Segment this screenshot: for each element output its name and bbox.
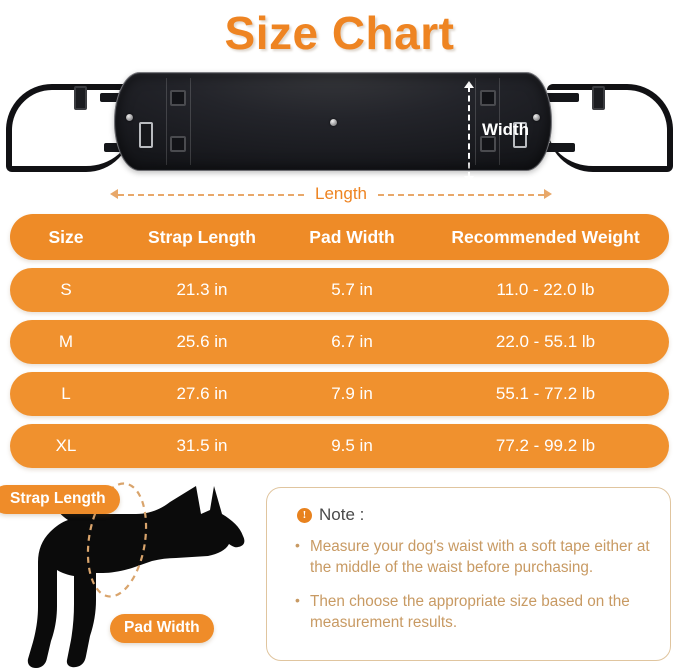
d-ring-icon	[480, 90, 496, 106]
size-table: Size Strap Length Pad Width Recommended …	[10, 214, 669, 476]
length-measure: Length	[0, 184, 679, 206]
cell-strap-length: 21.3 in	[176, 280, 228, 299]
strap-slider-left	[139, 122, 153, 148]
cell-weight: 55.1 - 77.2 lb	[495, 384, 596, 403]
width-measure-line	[468, 86, 470, 178]
note-header: ! Note :	[297, 505, 364, 525]
d-ring-icon	[170, 136, 186, 152]
column-header-strap-length: Strap Length	[148, 226, 256, 247]
cell-weight: 77.2 - 99.2 lb	[495, 436, 596, 455]
length-arrow-left-icon	[110, 189, 118, 199]
dashed-ellipse-measure-icon	[86, 482, 148, 598]
rivet-icon	[533, 114, 540, 121]
pad-seam	[499, 78, 500, 165]
note-title: Note :	[319, 505, 365, 524]
note-item: Measure your dog's waist with a soft tap…	[294, 535, 652, 578]
product-image: Width	[0, 62, 679, 183]
pill-pad-width: Pad Width	[110, 614, 214, 643]
column-header-recommended-weight: Recommended Weight	[451, 226, 640, 247]
length-measure-line	[378, 194, 544, 196]
d-ring-icon	[480, 136, 496, 152]
pill-strap-length: Strap Length	[0, 485, 120, 514]
strap-buckle-left	[74, 86, 87, 110]
cell-weight: 11.0 - 22.0 lb	[496, 280, 595, 299]
pad-seam	[190, 78, 191, 165]
cell-strap-length: 31.5 in	[176, 436, 228, 455]
width-arrow-up-icon	[464, 81, 474, 88]
cell-size: M	[58, 332, 74, 351]
cell-weight: 22.0 - 55.1 lb	[495, 332, 596, 351]
column-header-size: Size	[48, 226, 84, 247]
table-row: XL 31.5 in 9.5 in 77.2 - 99.2 lb	[10, 424, 669, 468]
cell-strap-length: 27.6 in	[176, 384, 228, 403]
length-arrow-right-icon	[544, 189, 552, 199]
strap-buckle-right	[592, 86, 605, 110]
dog-measure-diagram: Strap Length Pad Width	[0, 480, 258, 671]
strap-loop-left	[6, 84, 132, 172]
strap-slider-right	[513, 122, 527, 148]
strap-loop-right	[547, 84, 673, 172]
table-row: M 25.6 in 6.7 in 22.0 - 55.1 lb	[10, 320, 669, 364]
d-ring-icon	[170, 90, 186, 106]
exclamation-circle-icon: !	[297, 507, 312, 523]
rivet-icon	[126, 114, 133, 121]
table-header-row: Size Strap Length Pad Width Recommended …	[10, 214, 669, 260]
cell-strap-length: 25.6 in	[176, 332, 228, 351]
cell-pad-width: 9.5 in	[331, 436, 373, 455]
cell-pad-width: 7.9 in	[331, 384, 373, 403]
table-row: L 27.6 in 7.9 in 55.1 - 77.2 lb	[10, 372, 669, 416]
rivet-icon	[330, 119, 337, 126]
cell-size: S	[60, 280, 72, 299]
width-label: Width	[482, 120, 530, 139]
column-header-pad-width: Pad Width	[309, 226, 395, 247]
cell-pad-width: 5.7 in	[331, 280, 373, 299]
cell-pad-width: 6.7 in	[331, 332, 373, 351]
pad-seam	[475, 78, 476, 165]
length-label: Length	[315, 184, 367, 203]
width-arrow-down-icon	[464, 176, 474, 183]
pad-seam	[166, 78, 167, 165]
harness-pad: Width	[114, 72, 552, 183]
cell-size: L	[61, 384, 71, 403]
note-item: Then choose the appropriate size based o…	[294, 590, 652, 633]
page-title: Size Chart	[224, 7, 455, 59]
note-box: ! Note : Measure your dog's waist with a…	[266, 487, 671, 661]
table-row: S 21.3 in 5.7 in 11.0 - 22.0 lb	[10, 268, 669, 312]
note-list: Measure your dog's waist with a soft tap…	[294, 535, 652, 646]
cell-size: XL	[55, 436, 77, 455]
length-measure-line	[118, 194, 304, 196]
